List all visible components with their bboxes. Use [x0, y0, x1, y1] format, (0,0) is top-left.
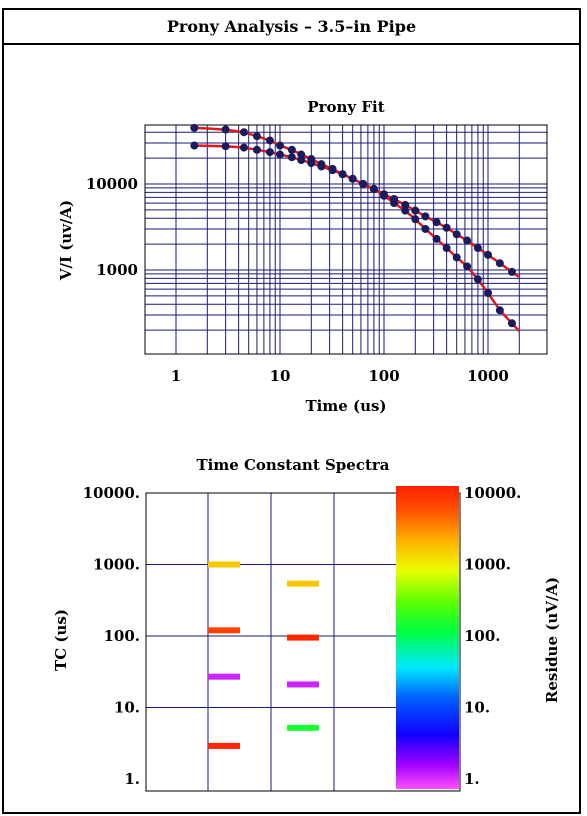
data-point [317, 162, 326, 171]
data-point [442, 244, 451, 253]
data-point [359, 180, 368, 188]
data-point [297, 150, 306, 159]
tc-bar [287, 724, 319, 731]
data-point [380, 191, 388, 200]
y-tick-labels: 1000 10000 [86, 175, 138, 279]
x-tick-labels: 1 10 100 1000 [171, 367, 509, 385]
tc-bar [287, 634, 319, 641]
tc-bar [208, 561, 240, 568]
tc-bar [287, 580, 319, 587]
chart-title: Prony Fit [307, 98, 384, 116]
data-point [401, 206, 410, 215]
tc-bar [287, 681, 319, 688]
chart-grid [145, 125, 547, 354]
data-point [239, 143, 248, 152]
plot-frame [145, 492, 461, 792]
x-tick-label: 1 [171, 367, 181, 385]
data-point [190, 123, 199, 132]
data-point [287, 145, 296, 154]
data-point [297, 156, 306, 165]
data-point [473, 244, 482, 253]
data-point [221, 142, 230, 151]
y-tick-label: 1000. [93, 556, 140, 574]
data-point [265, 136, 274, 145]
data-point [252, 132, 261, 141]
y-tick-label: 1. [124, 770, 140, 788]
data-point [421, 212, 430, 221]
data-point [390, 199, 399, 208]
data-point [401, 200, 410, 209]
data-point [473, 275, 482, 284]
x-tick-label: 1000 [467, 367, 509, 385]
data-point [484, 250, 492, 259]
data-point [421, 224, 430, 233]
colorbar-tick-label: 1000. [464, 556, 511, 574]
colorbar-tick-label: 100. [464, 627, 501, 645]
data-point [463, 262, 472, 271]
tc-bar [208, 742, 240, 749]
time-constant-spectra-chart: Time Constant Spectra 10000. 1000. 100. 10.… [52, 456, 561, 792]
chart-grid [146, 493, 396, 791]
data-point [495, 306, 504, 315]
y-tick-label: 10. [114, 699, 140, 717]
prony-fit-chart: Prony Fit 1 10 100 1000 1000 10000 Time (us)… [57, 98, 548, 415]
data-point [307, 159, 316, 168]
data-point [452, 253, 461, 262]
data-points [190, 123, 516, 328]
data-point [432, 218, 441, 227]
x-axis-label: Time (us) [305, 397, 386, 415]
y-tick-label: 100. [103, 627, 140, 645]
x-tick-label: 10 [270, 367, 291, 385]
tc-bars [208, 561, 319, 749]
chart-title: Time Constant Spectra [196, 456, 389, 474]
data-point [452, 230, 461, 239]
data-point [190, 141, 199, 150]
data-point [221, 125, 230, 134]
tc-bar [208, 627, 240, 634]
data-point [348, 174, 357, 183]
data-point [411, 206, 420, 215]
data-point [276, 150, 284, 159]
colorbar-label: Residue (uV/A) [543, 577, 561, 703]
colorbar-tick-label: 1. [464, 770, 480, 788]
data-point [411, 215, 420, 224]
data-point [369, 185, 378, 194]
plot-frame [144, 124, 548, 355]
tc-bar [208, 673, 240, 680]
data-point [265, 148, 274, 157]
x-tick-label: 100 [368, 367, 399, 385]
colorbar-tick-label: 10. [464, 699, 490, 717]
data-point [338, 170, 347, 179]
data-point [276, 141, 284, 150]
data-point [239, 128, 248, 137]
colorbar-tick-label: 10000. [464, 484, 521, 502]
data-point [442, 223, 451, 232]
window-title: Prony Analysis – 3.5–in Pipe [4, 10, 579, 45]
data-point [328, 166, 337, 175]
window-frame: Prony Analysis – 3.5–in Pipe [2, 8, 581, 814]
y-axis-label: V/I (uv/A) [57, 200, 75, 281]
y-axis-label: TC (us) [52, 609, 70, 671]
y-tick-label: 10000 [86, 175, 138, 193]
data-point [463, 236, 472, 245]
data-point [287, 153, 296, 162]
y-tick-label: 10000. [83, 484, 140, 502]
y-tick-label: 1000 [96, 261, 138, 279]
colorbar [396, 486, 459, 789]
data-point [507, 319, 516, 328]
data-point [432, 234, 441, 243]
colorbar-tick-labels: 10000. 1000. 100. 10. 1. [464, 484, 521, 788]
fit-curve-2 [194, 144, 521, 333]
data-point [507, 267, 516, 276]
y-tick-labels: 10000. 1000. 100. 10. 1. [83, 484, 140, 788]
data-point [495, 259, 504, 268]
data-point [484, 289, 492, 298]
data-point [252, 145, 261, 154]
